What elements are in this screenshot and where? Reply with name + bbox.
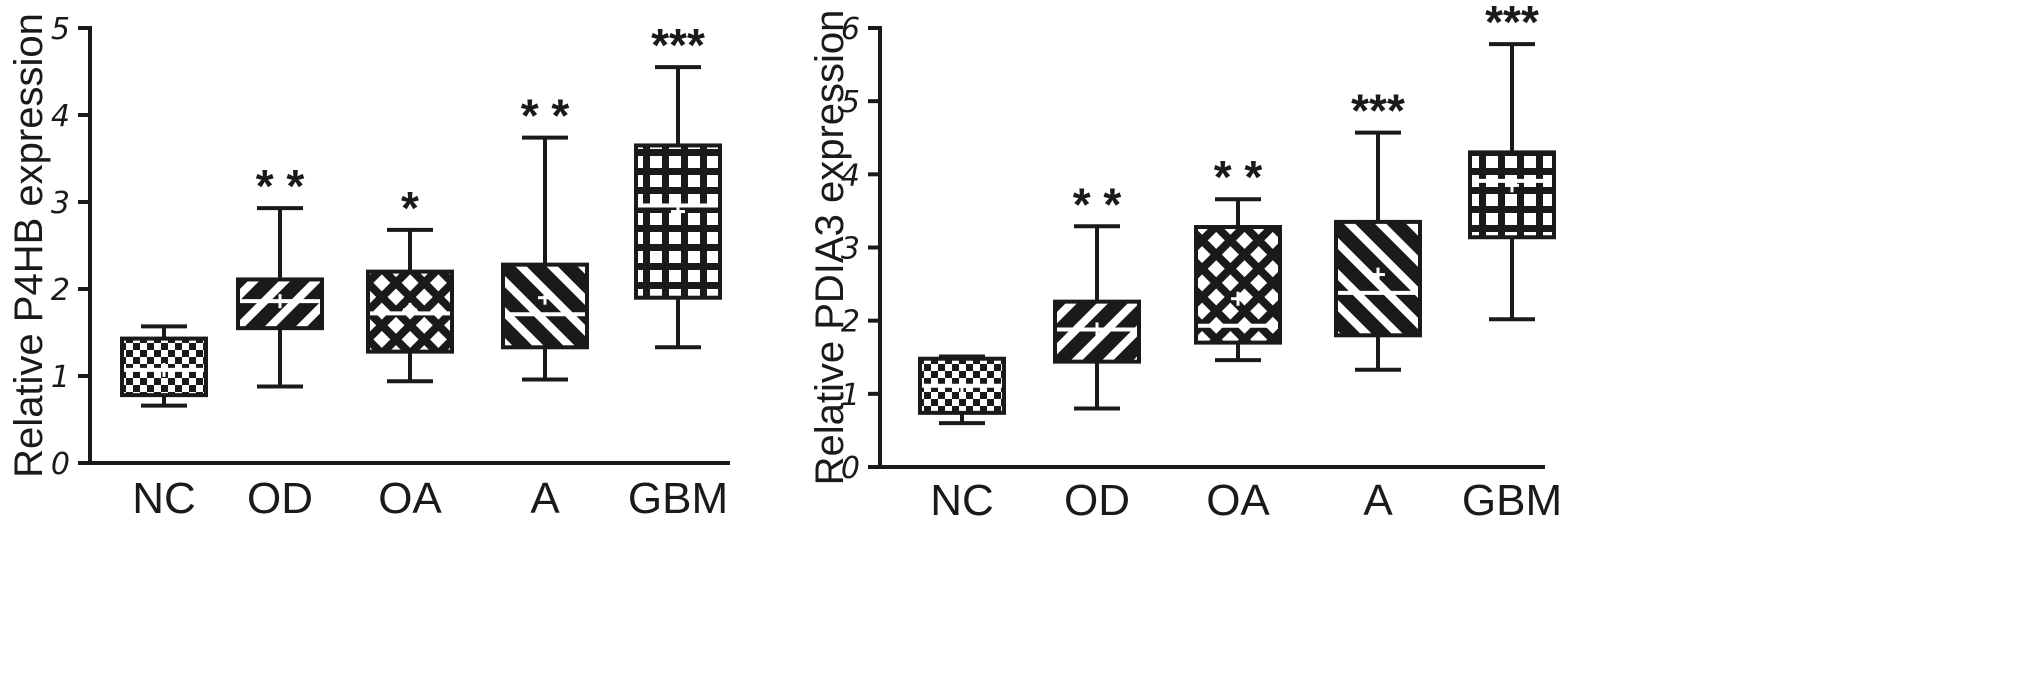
y-tick-label: 0 (51, 447, 70, 482)
y-tick-label: 2 (51, 273, 70, 308)
significance-label: * * (1214, 151, 1263, 203)
box-od: * * (236, 160, 324, 389)
significance-label: *** (1351, 85, 1405, 137)
x-category-label: OA (378, 474, 442, 523)
x-category-label: OD (1064, 476, 1130, 525)
box-a: * * (501, 90, 589, 382)
box-od: * * (1053, 178, 1141, 411)
box-oa: * * (1194, 151, 1282, 363)
significance-label: * * (521, 90, 570, 142)
y-tick-label: 3 (841, 232, 860, 267)
box-iqr (501, 262, 589, 350)
box-nc (120, 324, 208, 408)
significance-label: *** (651, 19, 705, 71)
x-category-label: OD (247, 474, 313, 523)
box-iqr (1468, 150, 1556, 240)
box-gbm: *** (1468, 0, 1556, 322)
significance-label: * * (1073, 178, 1122, 230)
y-tick-label: 5 (51, 12, 70, 47)
box-iqr (634, 143, 722, 300)
x-category-label: A (530, 474, 560, 523)
x-category-label: GBM (1462, 476, 1562, 525)
y-tick-label: 3 (51, 186, 70, 221)
y-axis-label: Relative P4HB expression (7, 13, 51, 478)
box-nc (918, 354, 1006, 426)
box-iqr (1194, 225, 1282, 345)
y-tick-label: 6 (841, 12, 860, 47)
y-axis-label: Relative PDIA3 expression (808, 10, 852, 486)
y-tick-label: 5 (841, 85, 860, 120)
box-oa: * (366, 182, 454, 384)
x-category-label: GBM (628, 474, 728, 523)
box-gbm: *** (634, 19, 722, 350)
box-a: *** (1334, 85, 1422, 372)
y-tick-label: 4 (841, 158, 860, 193)
y-tick-label: 4 (51, 99, 70, 134)
x-category-label: NC (930, 476, 994, 525)
significance-label: * (401, 182, 419, 234)
x-category-label: NC (132, 474, 196, 523)
y-tick-label: 1 (841, 378, 860, 413)
significance-label: *** (1485, 0, 1539, 48)
x-category-label: OA (1206, 476, 1270, 525)
y-tick-label: 1 (51, 360, 70, 395)
significance-label: * * (256, 160, 305, 212)
y-tick-label: 0 (841, 451, 860, 486)
y-tick-label: 2 (841, 305, 860, 340)
x-category-label: A (1363, 476, 1393, 525)
